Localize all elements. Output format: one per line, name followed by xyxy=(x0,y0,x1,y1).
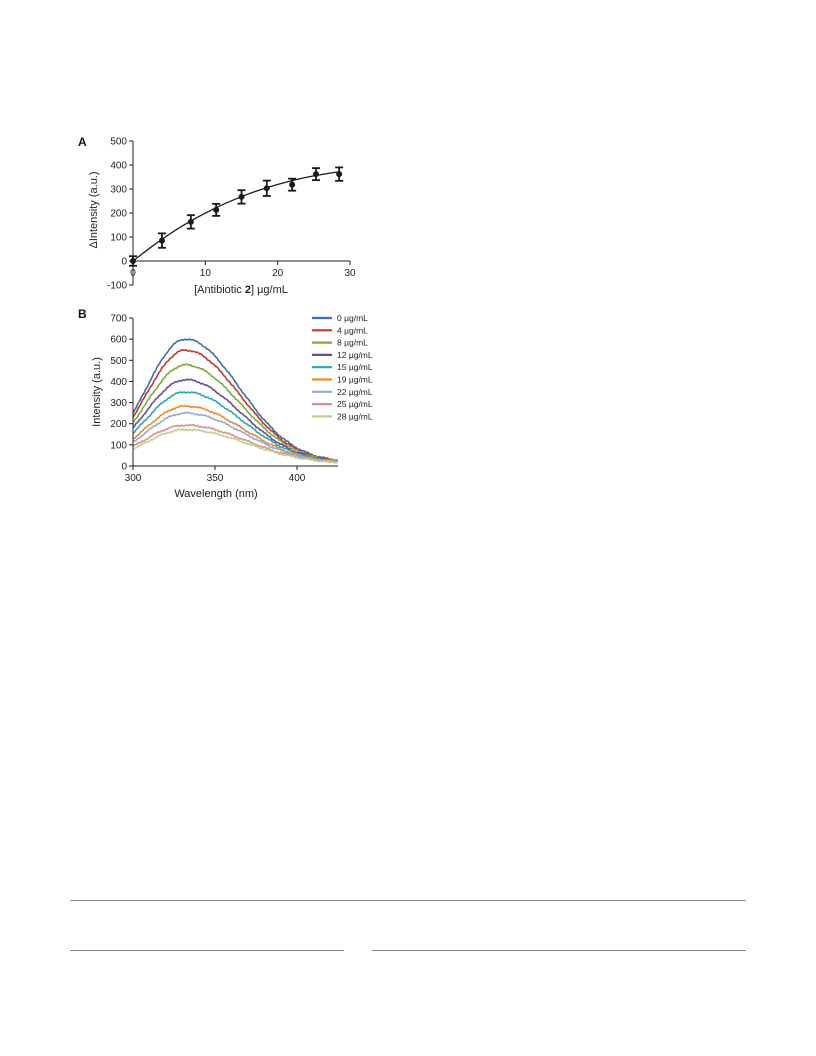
legend-item: 8 µg/mL xyxy=(312,338,368,348)
legend-item: 0 µg/mL xyxy=(312,313,368,323)
marker xyxy=(187,218,194,225)
y-tick-label: 400 xyxy=(110,377,127,388)
y-tick-label: 700 xyxy=(110,314,127,325)
marker xyxy=(130,258,136,264)
legend-item: 22 µg/mL xyxy=(312,387,373,397)
panel-b-y-ticks: 0 100 200 300 400 500 600 700 xyxy=(110,314,133,473)
panel-a-x-label: [Antibiotic 2] µg/mL xyxy=(194,284,288,296)
legend-label: 22 µg/mL xyxy=(337,387,373,397)
data-point xyxy=(262,179,271,197)
y-tick-label: 200 xyxy=(110,419,127,430)
figure: A -100 0 100 200 300 400 500 0 10 20 30 ΔIntensit… xyxy=(70,125,410,515)
marker xyxy=(336,171,343,178)
legend-item: 25 µg/mL xyxy=(312,399,373,409)
y-tick-label: 500 xyxy=(110,137,127,148)
y-tick-label: 0 xyxy=(121,257,127,268)
legend-label: 12 µg/mL xyxy=(337,350,373,360)
marker xyxy=(313,171,320,178)
footer-rule-full xyxy=(70,900,746,901)
marker xyxy=(238,193,245,200)
panel-a: A -100 0 100 200 300 400 500 0 10 20 30 ΔIntensit… xyxy=(78,135,356,296)
panel-b-letter: B xyxy=(78,307,87,321)
x-tick-label: 30 xyxy=(344,268,356,279)
legend-label: 19 µg/mL xyxy=(337,375,373,385)
legend-label: 25 µg/mL xyxy=(337,399,373,409)
legend-label: 0 µg/mL xyxy=(337,313,368,323)
y-tick-label: 300 xyxy=(110,398,127,409)
x-tick-label: 350 xyxy=(207,473,224,484)
legend-item: 4 µg/mL xyxy=(312,325,368,335)
y-tick-label: 100 xyxy=(110,233,127,244)
panel-a-x-label-bold: 2 xyxy=(245,284,251,296)
y-tick-label: 500 xyxy=(110,356,127,367)
y-tick-label: 600 xyxy=(110,335,127,346)
legend-item: 15 µg/mL xyxy=(312,362,373,372)
legend-label: 15 µg/mL xyxy=(337,362,373,372)
data-point xyxy=(186,214,195,230)
footer-rule-right xyxy=(372,950,746,951)
y-tick-label: 400 xyxy=(110,161,127,172)
footer-rule-left xyxy=(70,950,344,951)
marker xyxy=(213,206,220,213)
marker xyxy=(158,237,165,244)
panel-a-x-label-suffix: ] µg/mL xyxy=(251,284,288,296)
data-point xyxy=(157,232,166,249)
data-point xyxy=(288,177,297,192)
x-tick-label: 10 xyxy=(200,268,212,279)
data-point xyxy=(129,255,137,267)
y-tick-label: 100 xyxy=(110,440,127,451)
marker xyxy=(289,181,296,188)
figure-svg: A -100 0 100 200 300 400 500 0 10 20 30 ΔIntensit… xyxy=(78,135,373,500)
panel-a-y-ticks: -100 0 100 200 300 400 500 xyxy=(107,137,133,292)
panel-b-y-label: Intensity (a.u.) xyxy=(91,357,103,427)
x-tick-label: 400 xyxy=(289,473,306,484)
marker xyxy=(263,185,270,192)
series-line xyxy=(132,428,339,464)
y-tick-label: 200 xyxy=(110,209,127,220)
series-line xyxy=(132,348,339,463)
x-tick-label: 20 xyxy=(272,268,284,279)
panel-b-x-ticks: 300 350 400 xyxy=(125,466,306,484)
legend-label: 4 µg/mL xyxy=(337,325,368,335)
legend-item: 12 µg/mL xyxy=(312,350,373,360)
legend-item: 19 µg/mL xyxy=(312,375,373,385)
legend-item: 28 µg/mL xyxy=(312,411,373,421)
panel-b-x-label: Wavelength (nm) xyxy=(174,488,257,500)
panel-a-y-label: ΔIntensity (a.u.) xyxy=(88,171,100,248)
data-point xyxy=(312,167,321,182)
series-line xyxy=(132,391,339,464)
series-line xyxy=(132,423,339,464)
data-point xyxy=(212,202,221,217)
y-tick-label: 0 xyxy=(121,462,127,473)
series-line xyxy=(132,338,338,462)
panel-b-legend: 0 µg/mL 4 µg/mL 8 µg/mL 12 µg/mL 15 µg/mL 19 … xyxy=(312,313,373,421)
y-tick-label: -100 xyxy=(107,281,127,292)
panel-a-x-label-prefix: [Antibiotic xyxy=(194,284,245,296)
y-tick-label: 300 xyxy=(110,185,127,196)
panel-a-letter: A xyxy=(78,135,87,149)
panel-b-series-lines xyxy=(132,338,339,464)
x-tick-label: 300 xyxy=(125,473,142,484)
legend-label: 28 µg/mL xyxy=(337,411,373,421)
panel-b: B 0 100 200 300 400 500 600 700 300 350 400 0 µg/… xyxy=(78,307,373,500)
panel-a-data-points xyxy=(129,166,344,267)
legend-label: 8 µg/mL xyxy=(337,338,368,348)
data-point xyxy=(237,189,246,205)
data-point xyxy=(335,166,344,182)
